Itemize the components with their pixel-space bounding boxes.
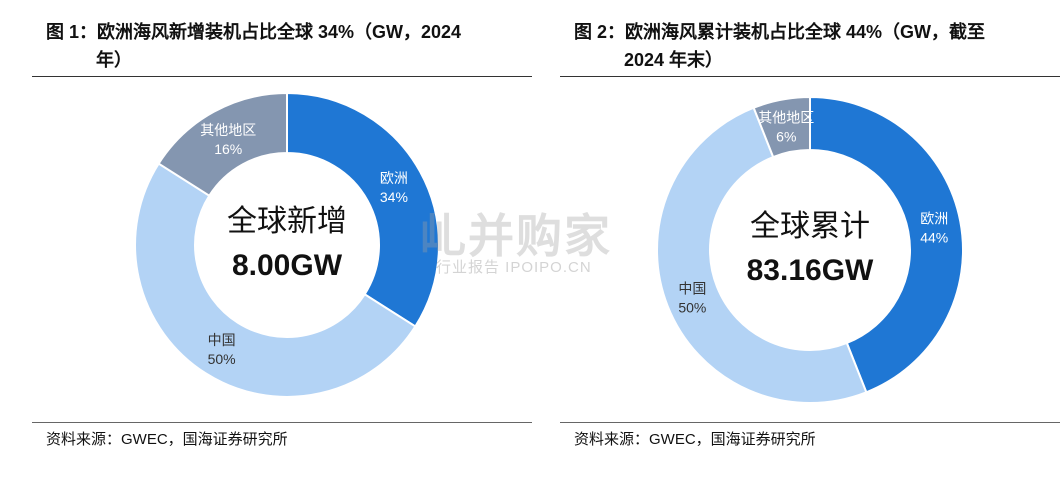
chart-title-2-line2: 2024 年末） xyxy=(624,50,724,70)
center-value: 83.16GW xyxy=(747,254,874,287)
slice-value-2: 50% xyxy=(678,300,706,316)
donut-slice-2 xyxy=(656,106,868,404)
watermark-subtext: 行业报告 IPOIPO.CN xyxy=(436,259,592,276)
chart-title-1: 图 1：欧洲海风新增装机占比全球 34%（GW，2024 年） xyxy=(46,18,546,74)
donut-slice-3 xyxy=(157,91,288,198)
donut-slice-3 xyxy=(752,95,811,159)
source-rule-2 xyxy=(560,422,1060,423)
slice-value-3: 16% xyxy=(214,141,242,157)
donut-chart-1: 欧洲 34% 中国 50% 其他地区 16% 全球新增 8.00GW xyxy=(134,91,440,398)
chart-panel-2: 图 2：欧洲海风累计装机占比全球 44%（GW，截至 2024 年末） 欧洲 44… xyxy=(560,0,1064,478)
slice-label-3: 其他地区 xyxy=(758,111,814,127)
title-rule-1 xyxy=(32,76,532,77)
donut-slice-2 xyxy=(134,162,417,398)
donut-slice-1 xyxy=(286,91,440,328)
slice-label-2: 中国 xyxy=(678,282,706,298)
slice-label-2: 中国 xyxy=(208,333,236,349)
chart-title-2-line1: 图 2：欧洲海风累计装机占比全球 44%（GW，截至 xyxy=(574,22,986,42)
chart-title-2: 图 2：欧洲海风累计装机占比全球 44%（GW，截至 2024 年末） xyxy=(574,18,1064,74)
source-note-2: 资料来源：GWEC，国海证券研究所 xyxy=(574,431,816,448)
center-value: 8.00GW xyxy=(232,249,343,282)
slice-value-1: 34% xyxy=(380,189,408,205)
slice-label-1: 欧洲 xyxy=(920,211,948,227)
slice-value-1: 44% xyxy=(920,229,948,245)
source-rule-1 xyxy=(32,422,532,423)
slice-label-1: 欧洲 xyxy=(380,171,408,187)
chart-panel-1: 图 1：欧洲海风新增装机占比全球 34%（GW，2024 年） 欧洲 34% 中国 5… xyxy=(32,0,552,478)
donut-chart-2: 欧洲 44% 中国 50% 其他地区 6% 全球累计 83.16GW xyxy=(656,95,964,404)
center-label: 全球新增 xyxy=(227,204,347,239)
chart-title-1-line2: 年） xyxy=(96,50,132,70)
slice-label-3: 其他地区 xyxy=(200,123,256,139)
donut-slice-1 xyxy=(809,95,964,394)
title-rule-2 xyxy=(560,76,1060,77)
center-label: 全球累计 xyxy=(750,209,870,244)
slice-value-2: 50% xyxy=(208,351,236,367)
watermark-logo: 乢并购家 xyxy=(420,210,612,262)
source-note-1: 资料来源：GWEC，国海证券研究所 xyxy=(46,431,288,448)
chart-title-1-line1: 图 1：欧洲海风新增装机占比全球 34%（GW，2024 xyxy=(46,22,462,42)
slice-value-3: 6% xyxy=(776,129,796,145)
